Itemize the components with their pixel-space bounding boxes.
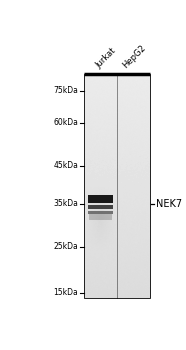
Text: 25kDa: 25kDa <box>53 242 78 251</box>
Text: HepG2: HepG2 <box>121 44 147 70</box>
FancyBboxPatch shape <box>88 211 113 214</box>
Text: Jurkat: Jurkat <box>94 47 118 70</box>
Text: 60kDa: 60kDa <box>53 118 78 127</box>
FancyBboxPatch shape <box>88 195 113 203</box>
FancyBboxPatch shape <box>88 205 113 209</box>
Text: 45kDa: 45kDa <box>53 161 78 170</box>
FancyBboxPatch shape <box>89 214 112 220</box>
Bar <box>84 74 150 298</box>
Text: 75kDa: 75kDa <box>53 86 78 95</box>
Text: 15kDa: 15kDa <box>53 288 78 297</box>
Text: NEK7: NEK7 <box>156 199 182 209</box>
Text: 35kDa: 35kDa <box>53 199 78 208</box>
